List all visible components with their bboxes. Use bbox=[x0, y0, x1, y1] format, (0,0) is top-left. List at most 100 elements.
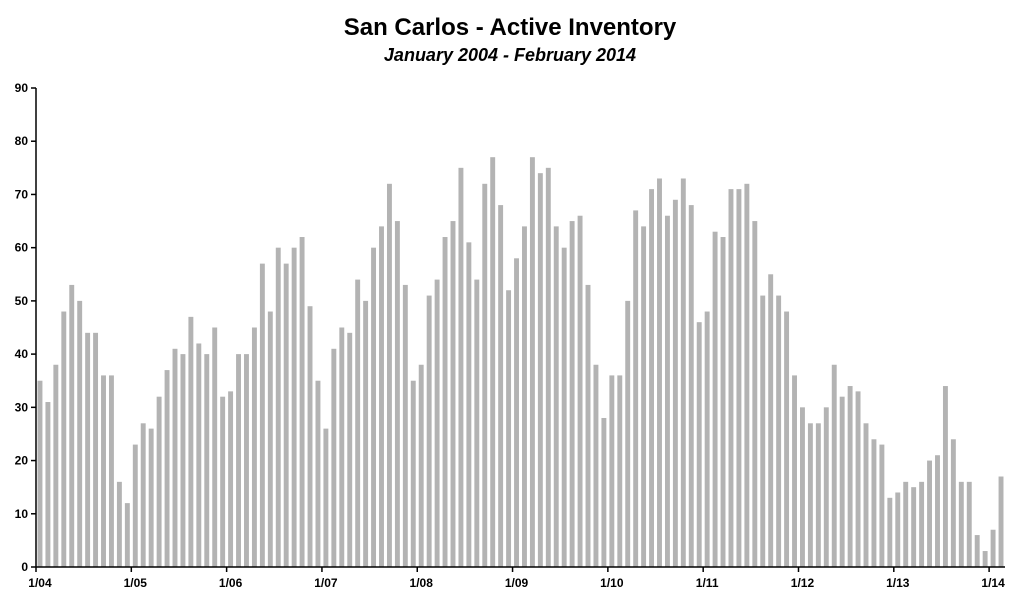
bar bbox=[386, 183, 392, 568]
bar bbox=[982, 551, 988, 567]
bar bbox=[625, 300, 631, 567]
bar bbox=[577, 215, 583, 568]
bar bbox=[855, 391, 861, 567]
bar bbox=[664, 215, 670, 568]
x-tick-label: 1/11 bbox=[696, 576, 719, 590]
bar bbox=[633, 210, 639, 567]
bar bbox=[744, 183, 750, 568]
bar bbox=[847, 386, 853, 567]
x-tick-label: 1/09 bbox=[505, 576, 529, 590]
x-tick-label: 1/12 bbox=[791, 576, 815, 590]
bar bbox=[347, 332, 353, 567]
bar bbox=[831, 364, 837, 567]
bar bbox=[895, 492, 901, 567]
bar bbox=[251, 327, 257, 567]
bar bbox=[299, 237, 305, 567]
y-tick-label: 50 bbox=[15, 294, 29, 308]
bar bbox=[212, 327, 218, 567]
bar bbox=[236, 354, 241, 567]
bar bbox=[93, 332, 99, 567]
x-tick-label: 1/06 bbox=[219, 576, 243, 590]
bar bbox=[919, 481, 925, 567]
y-tick-label: 80 bbox=[15, 134, 29, 148]
bar bbox=[108, 375, 114, 567]
bar bbox=[267, 311, 273, 567]
bar bbox=[680, 178, 686, 568]
chart-subtitle: January 2004 - February 2014 bbox=[383, 45, 637, 65]
bar bbox=[935, 455, 940, 567]
x-tick-label: 1/08 bbox=[410, 576, 434, 590]
bar bbox=[101, 375, 106, 567]
bar bbox=[815, 423, 821, 567]
bar bbox=[537, 173, 543, 567]
bar bbox=[418, 364, 424, 567]
bar bbox=[339, 327, 345, 567]
bar bbox=[966, 481, 972, 567]
bar bbox=[363, 300, 369, 567]
bar bbox=[641, 226, 647, 567]
bar bbox=[712, 231, 718, 567]
bar bbox=[77, 300, 83, 567]
bar bbox=[132, 444, 138, 567]
bar bbox=[553, 226, 559, 567]
bar bbox=[823, 407, 829, 567]
x-tick-label: 1/14 bbox=[981, 576, 1005, 590]
bar bbox=[529, 157, 535, 567]
bar bbox=[887, 497, 893, 567]
bar bbox=[792, 375, 797, 567]
bar bbox=[800, 407, 805, 567]
bar bbox=[617, 375, 623, 567]
bar bbox=[974, 535, 980, 567]
bar bbox=[942, 386, 948, 567]
bar bbox=[450, 221, 456, 567]
y-tick-label: 40 bbox=[15, 347, 29, 361]
bar bbox=[410, 380, 416, 567]
y-tick-label: 0 bbox=[21, 560, 28, 574]
bar bbox=[498, 205, 504, 567]
bar bbox=[61, 311, 67, 567]
bar bbox=[85, 332, 91, 567]
x-tick-label: 1/10 bbox=[600, 576, 624, 590]
bar bbox=[958, 481, 964, 567]
bar bbox=[760, 295, 766, 567]
x-tick-label: 1/04 bbox=[28, 576, 52, 590]
bar bbox=[379, 226, 384, 567]
bar bbox=[752, 221, 758, 567]
bar bbox=[569, 221, 575, 567]
bar bbox=[426, 295, 432, 567]
x-tick-label: 1/05 bbox=[124, 576, 148, 590]
y-tick-label: 20 bbox=[15, 454, 29, 468]
bar bbox=[688, 205, 694, 567]
chart-title: San Carlos - Active Inventory bbox=[343, 14, 677, 41]
bar bbox=[371, 247, 377, 568]
bar bbox=[204, 354, 210, 567]
bar bbox=[784, 311, 790, 567]
bar bbox=[672, 199, 678, 567]
bar bbox=[37, 380, 43, 567]
bar bbox=[442, 237, 448, 567]
bar bbox=[116, 481, 122, 567]
bar bbox=[244, 354, 249, 567]
bar bbox=[53, 364, 59, 567]
bar bbox=[164, 370, 170, 567]
bar bbox=[196, 343, 202, 567]
bar bbox=[768, 274, 774, 567]
bar bbox=[394, 221, 400, 567]
bar bbox=[323, 428, 329, 567]
bar bbox=[950, 439, 956, 567]
bar bbox=[927, 460, 932, 567]
x-tick-label: 1/07 bbox=[314, 576, 338, 590]
bar bbox=[140, 423, 146, 567]
bar bbox=[879, 444, 885, 567]
bar bbox=[704, 311, 710, 567]
bar bbox=[220, 396, 226, 567]
bar bbox=[148, 428, 154, 567]
bar bbox=[990, 529, 996, 567]
bar bbox=[609, 375, 615, 567]
bar bbox=[545, 167, 551, 567]
bar bbox=[315, 380, 321, 567]
y-tick-label: 70 bbox=[15, 187, 29, 201]
bar bbox=[259, 263, 265, 567]
